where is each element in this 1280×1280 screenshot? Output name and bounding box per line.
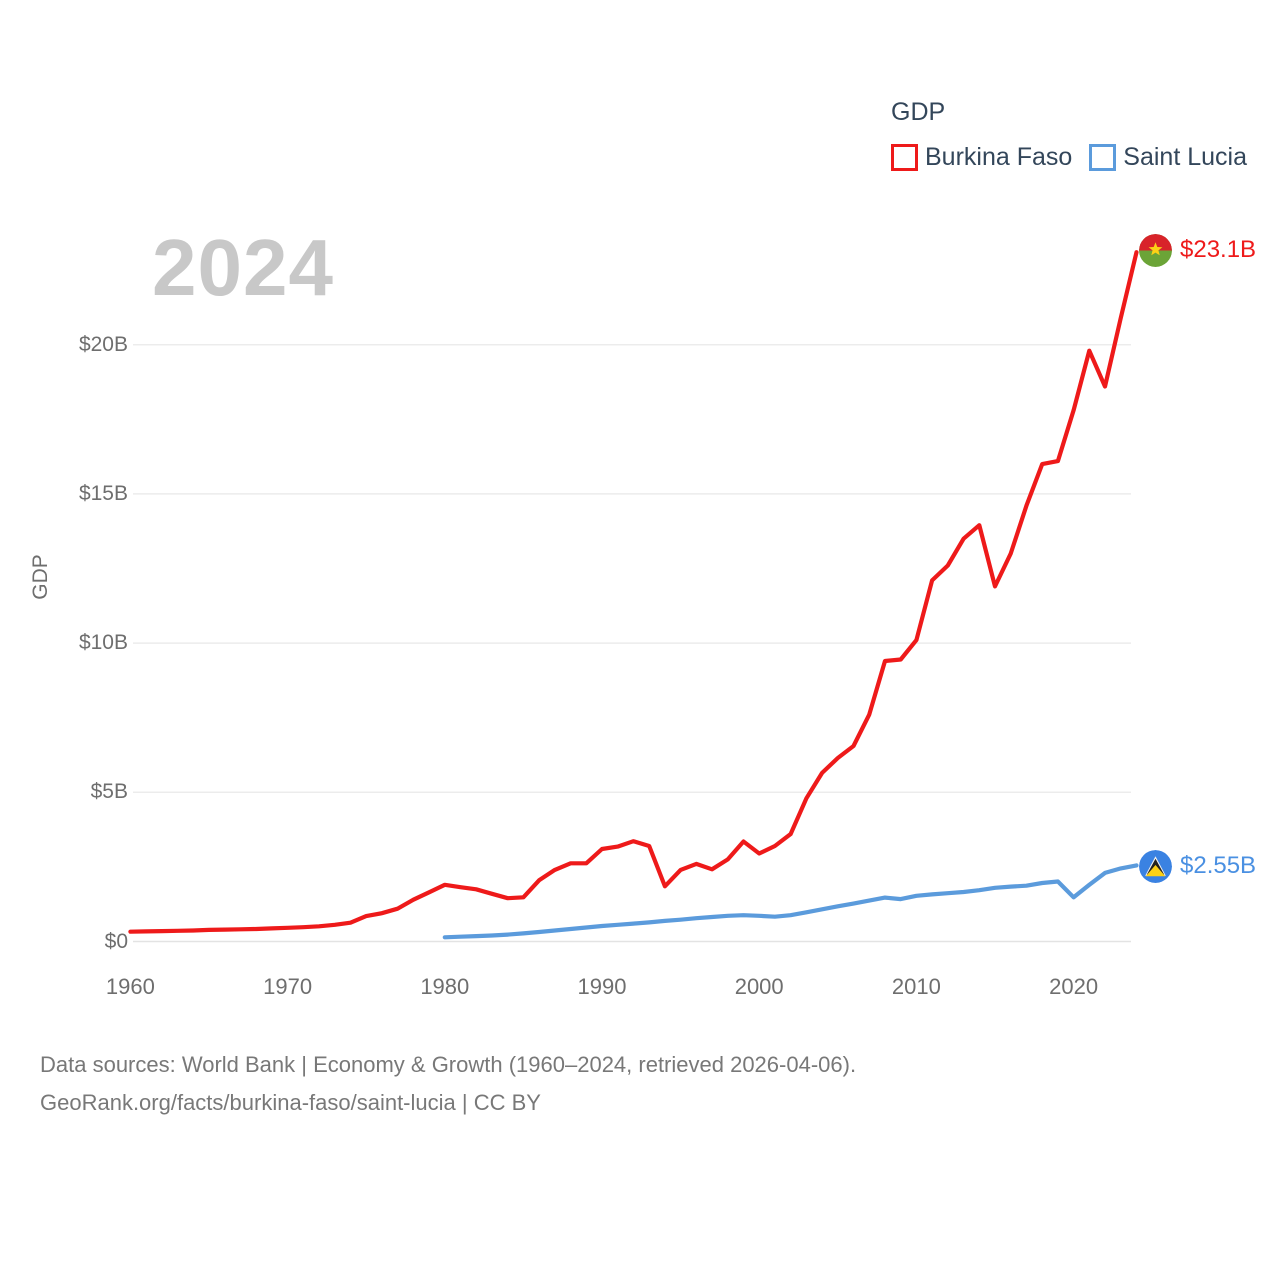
x-tick-label: 2020 [1049,974,1099,999]
burkina-faso-flag-icon [1139,233,1172,267]
legend-label: Saint Lucia [1123,143,1247,171]
end-label-saint-lucia: $2.55B [1139,849,1256,883]
end-value-burkina-faso: $23.1B [1180,236,1257,263]
x-tick-label: 1960 [105,974,155,999]
x-tick-label: 1990 [577,974,627,999]
x-tick-label: 2010 [891,974,941,999]
x-tick-label: 1980 [420,974,470,999]
y-tick-label: $10B [78,631,128,655]
y-tick-label: $5B [90,780,128,804]
legend-item-burkina-faso[interactable]: Burkina Faso [891,143,1072,172]
end-value-saint-lucia: $2.55B [1180,852,1257,879]
data-source-line-1: Data sources: World Bank | Economy & Gro… [40,1052,857,1077]
saint-lucia-flag-icon [1139,849,1172,883]
series-line-saint-lucia[interactable] [442,863,1139,940]
y-tick-label: $20B [78,332,128,356]
data-source-note: Data sources: World Bank | Economy & Gro… [40,1046,856,1122]
legend-label: Burkina Faso [925,143,1073,171]
chart-legend: GDP Burkina Faso Saint Lucia [891,98,1247,172]
legend-items: Burkina Faso Saint Lucia [891,143,1247,172]
legend-swatch-blue [1089,144,1117,171]
y-tick-label: $15B [78,481,128,505]
data-source-line-2: GeoRank.org/facts/burkina-faso/saint-luc… [40,1090,541,1115]
end-label-burkina-faso: $23.1B [1139,233,1256,267]
legend-item-saint-lucia[interactable]: Saint Lucia [1089,143,1247,172]
legend-title: GDP [891,98,946,126]
y-tick-label: $0 [104,929,128,953]
legend-swatch-red [891,144,918,171]
watermark-year: 2024 [152,223,334,312]
x-tick-label: 1970 [263,974,313,999]
x-tick-label: 2000 [734,974,784,999]
series-line-burkina-faso[interactable] [128,250,1139,934]
